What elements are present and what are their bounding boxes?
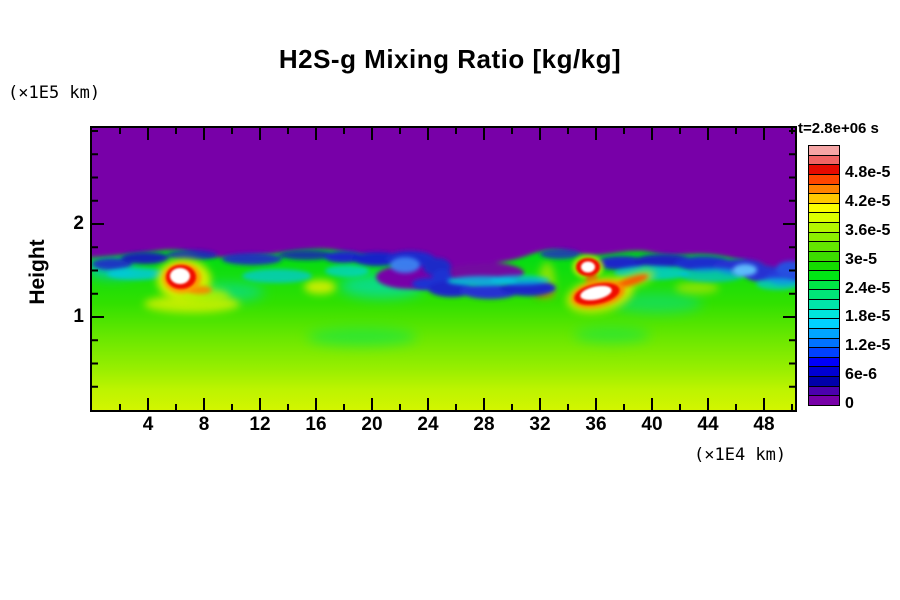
x-tick-label: 4 — [142, 414, 154, 435]
colorbar-tick-label: 0 — [845, 394, 854, 412]
colorbar-tick-label: 2.4e-5 — [845, 279, 891, 297]
colorbar-segment — [809, 184, 839, 195]
y-tick-label: 2 — [73, 213, 84, 234]
heatmap-art — [92, 128, 795, 410]
colorbar-segment — [809, 223, 839, 233]
colorbar-segment — [809, 300, 839, 310]
y-tick-label: 1 — [73, 306, 84, 327]
colorbar-tick-label: 1.2e-5 — [845, 337, 891, 355]
x-tick-label: 20 — [361, 414, 383, 435]
colorbar-segment — [809, 271, 839, 281]
colorbar-tick-label: 6e-6 — [845, 365, 878, 383]
colorbar-segment — [809, 386, 839, 397]
colorbar-tick-label: 4.2e-5 — [845, 193, 891, 211]
colorbar-tick-label: 3e-5 — [845, 250, 878, 268]
colorbar-segment — [809, 328, 839, 339]
colorbar-segment — [809, 146, 839, 156]
colorbar-segment — [809, 367, 839, 377]
cyan-fringe — [107, 264, 795, 290]
colorbar-segment — [809, 203, 839, 214]
colorbar-tick-label: 3.6e-5 — [845, 221, 891, 239]
hotspot-right — [566, 255, 656, 314]
vortex-core — [390, 257, 420, 273]
colorbar-segment — [809, 251, 839, 262]
colorbar-segment — [809, 155, 839, 166]
colorbar-segment — [809, 348, 839, 358]
heatmap-field — [92, 128, 795, 410]
x-tick-label: 8 — [198, 414, 210, 435]
colorbar-segment — [809, 377, 839, 387]
x-tick-label: 48 — [753, 414, 775, 435]
x-tick-label: 40 — [641, 414, 663, 435]
colorbar-segment — [809, 280, 839, 291]
y-axis-unit-label: (×1E5 km) — [8, 83, 101, 103]
x-tick-label: 16 — [305, 414, 327, 435]
colorbar-segment — [809, 290, 839, 300]
colorbar-segment — [809, 261, 839, 272]
x-axis-unit-label: (×1E4 km) — [694, 445, 787, 465]
colorbar-segment — [809, 213, 839, 223]
colorbar-segment — [809, 242, 839, 252]
colorbar-tick-label: 4.8e-5 — [845, 164, 891, 182]
colorbar-segment — [809, 174, 839, 185]
colorbar-segment — [809, 194, 839, 204]
chart-title: H2S-g Mixing Ratio [kg/kg] — [278, 44, 622, 74]
colorbar — [808, 145, 840, 406]
colorbar-segment — [809, 309, 839, 320]
colorbar-segment — [809, 338, 839, 349]
colorbar-time-label: t=2.8e+06 s — [798, 120, 879, 137]
x-tick-label: 32 — [529, 414, 551, 435]
colorbar-segment — [809, 165, 839, 175]
x-tick-label: 28 — [473, 414, 495, 435]
colorbar-tick-label: 1.8e-5 — [845, 308, 891, 326]
x-tick-label: 12 — [249, 414, 271, 435]
hotspot-left — [157, 259, 230, 304]
y-axis-label: Height — [26, 239, 49, 305]
x-tick-label: 44 — [697, 414, 719, 435]
x-tick-label: 36 — [585, 414, 607, 435]
x-tick-label: 24 — [417, 414, 439, 435]
colorbar-segment — [809, 232, 839, 243]
colorbar-segment — [809, 396, 839, 405]
colorbar-segment — [809, 319, 839, 329]
dark-blue-interface-filaments — [92, 249, 795, 299]
colorbar-segment — [809, 357, 839, 368]
